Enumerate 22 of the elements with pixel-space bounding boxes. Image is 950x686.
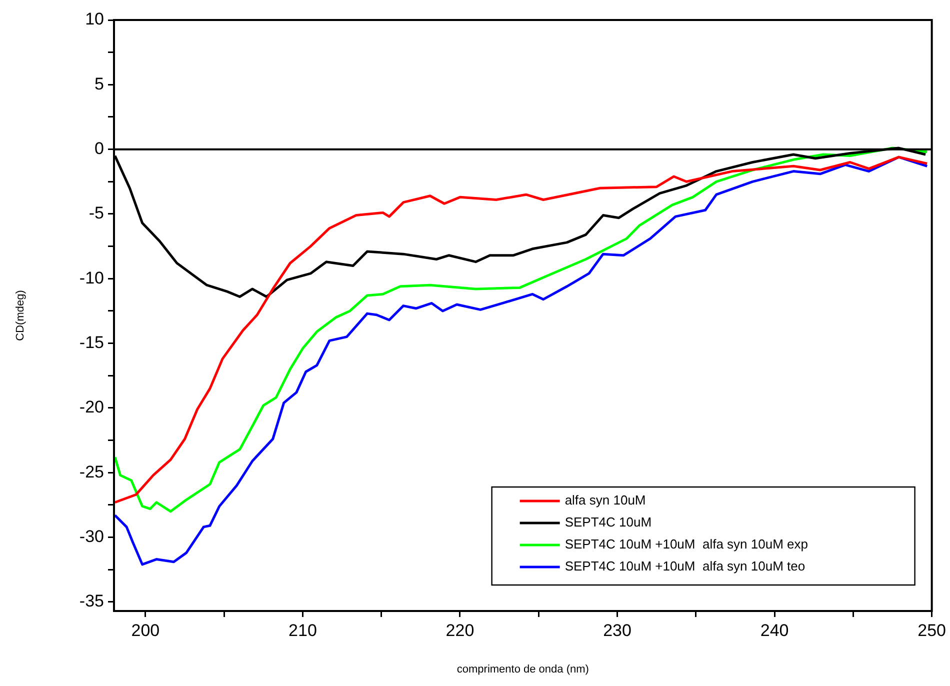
x-axis-title: comprimento de onda (nm) [456,663,589,676]
x-tick-label: 240 [760,620,789,640]
legend-label: SEPT4C 10uM +10uM alfa syn 10uM exp [564,536,808,552]
y-tick-label: -25 [79,462,104,482]
y-tick-label: 5 [94,74,104,94]
y-tick-label: -35 [79,592,104,611]
y-tick-label: 0 [94,139,104,158]
legend-label: SEPT4C 10uM +10uM alfa syn 10uM teo [564,558,806,574]
y-tick-label: 10 [85,10,104,29]
x-tick-label: 250 [918,620,946,640]
y-tick-label: -10 [79,268,104,288]
x-tick-label: 210 [288,620,317,640]
y-tick-label: -20 [79,398,104,417]
y-tick-label: -5 [88,204,104,223]
legend-label: SEPT4C 10uM [564,514,652,530]
y-axis-title: CD(mdeg) [14,290,27,341]
x-tick-label: 230 [603,620,632,640]
x-tick-label: 200 [131,620,160,640]
y-tick-label: -30 [79,526,104,546]
legend-label: alfa syn 10uM [564,492,646,508]
x-tick-label: 220 [446,620,474,640]
y-tick-label: -15 [79,332,104,352]
